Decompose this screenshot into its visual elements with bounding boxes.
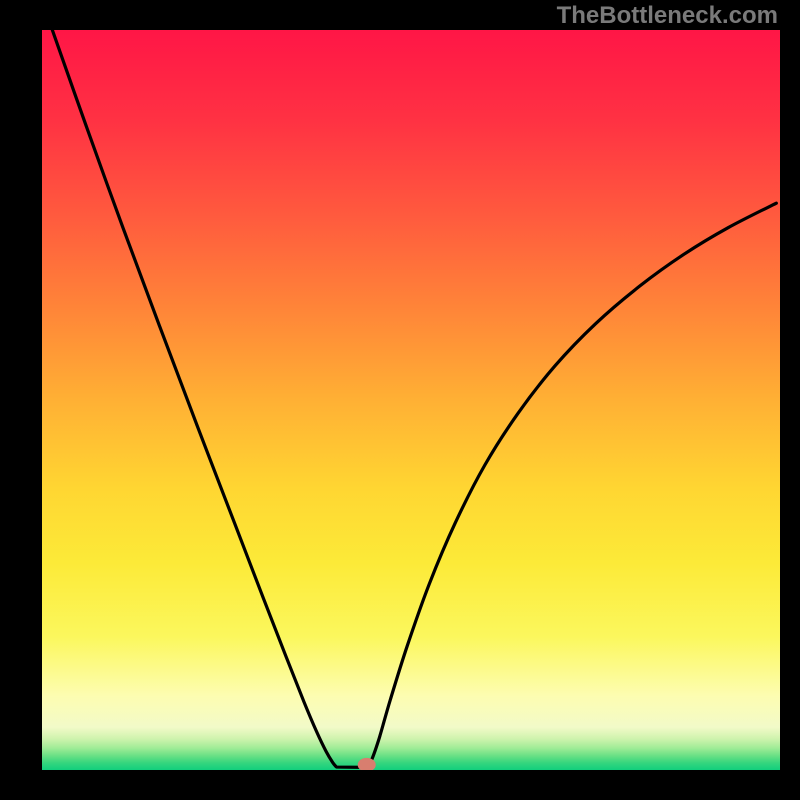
watermark-text: TheBottleneck.com <box>557 2 778 30</box>
plot-area <box>42 30 780 770</box>
plot-svg <box>42 30 780 770</box>
gradient-background <box>42 30 780 770</box>
